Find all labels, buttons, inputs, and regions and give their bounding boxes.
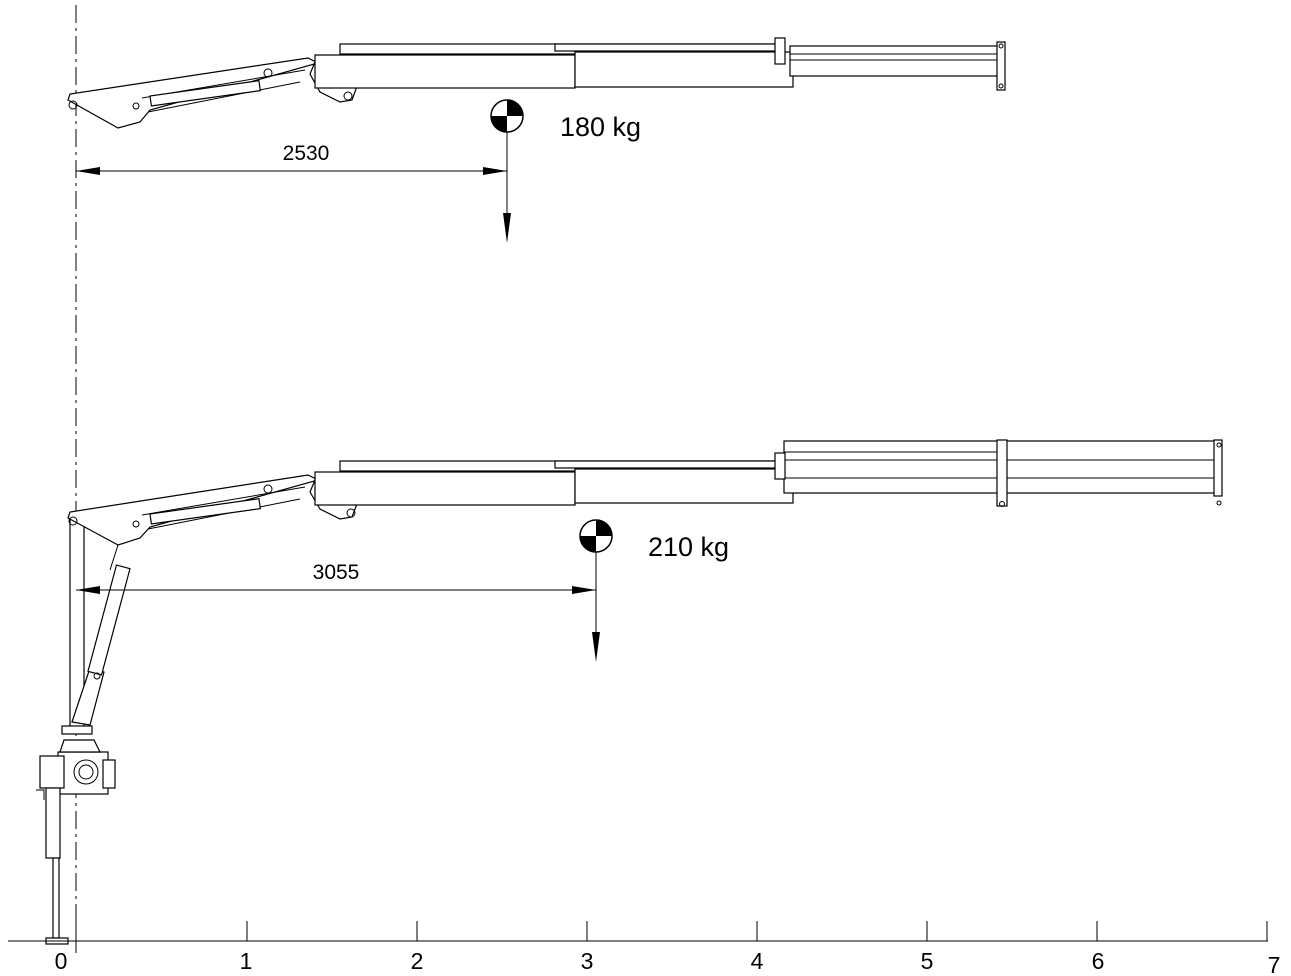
bottom-reach-dimension (76, 552, 600, 662)
bottom-crane-boom (36, 439, 1223, 945)
ruler-tick-label: 6 (1092, 948, 1105, 974)
ruler-tick-label: 0 (55, 948, 68, 974)
ruler-tick-label: 7 (1268, 952, 1281, 976)
bottom-reach-value: 3055 (313, 561, 360, 584)
ruler-tick-label: 4 (751, 948, 764, 974)
distance-ruler: 0 1 2 3 4 5 6 7 (8, 921, 1280, 976)
center-of-gravity-icon (490, 99, 524, 133)
top-crane-boom (67, 37, 1006, 129)
ruler-tick-label: 1 (240, 948, 253, 974)
ruler-tick-label: 3 (581, 948, 594, 974)
center-of-gravity-icon (579, 519, 613, 553)
top-load-weight: 180 kg (560, 112, 641, 142)
ruler-tick-label: 5 (921, 948, 934, 974)
ruler-tick-label: 2 (411, 948, 424, 974)
top-reach-value: 2530 (283, 142, 330, 165)
bottom-load-weight: 210 kg (648, 532, 729, 562)
top-reach-dimension (76, 132, 511, 243)
